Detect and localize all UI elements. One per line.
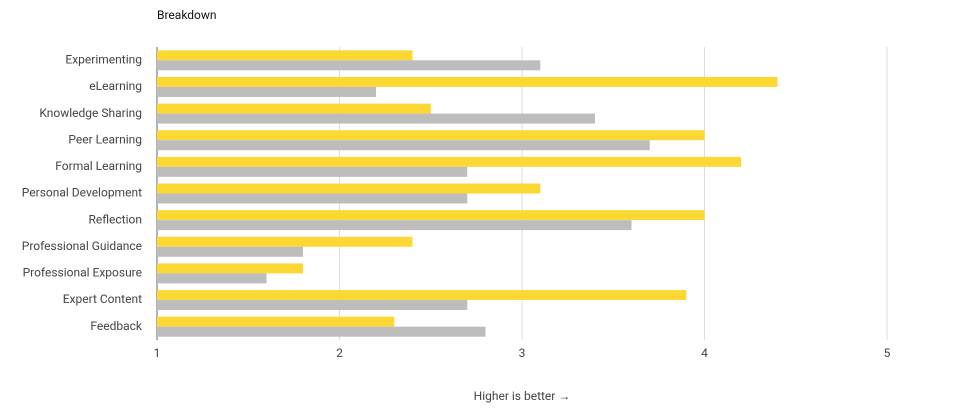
bar	[157, 130, 705, 141]
chart-title: Breakdown	[157, 8, 217, 22]
y-tick-label: Knowledge Sharing	[39, 106, 142, 120]
bar	[157, 140, 650, 151]
y-tick-label: Experimenting	[65, 52, 142, 66]
y-tick-label: Professional Guidance	[22, 239, 142, 253]
bar	[157, 166, 468, 177]
bar	[157, 50, 413, 61]
y-tick-label: eLearning	[89, 79, 142, 93]
x-tick-label: 5	[884, 346, 891, 360]
bar	[157, 193, 468, 204]
bar	[157, 273, 267, 284]
bar	[157, 60, 541, 71]
y-tick-label: Professional Exposure	[23, 266, 142, 280]
bar	[157, 316, 395, 327]
bar	[157, 246, 303, 257]
bar	[157, 156, 741, 167]
y-tick-label: Feedback	[90, 319, 143, 333]
y-tick-label: Expert Content	[63, 292, 142, 306]
y-tick-label: Reflection	[88, 212, 142, 226]
x-tick-label: 1	[154, 346, 161, 360]
x-tick-label: 4	[701, 346, 708, 360]
bar	[157, 86, 376, 97]
bar	[157, 220, 632, 231]
bar	[157, 113, 595, 124]
bar	[157, 103, 431, 114]
bar	[157, 290, 687, 301]
bar	[157, 300, 468, 311]
bar	[157, 236, 413, 247]
y-tick-label: Personal Development	[22, 186, 142, 200]
y-tick-label: Peer Learning	[68, 132, 142, 146]
x-axis-label: Higher is better →	[474, 389, 571, 403]
bar	[157, 183, 541, 194]
bar	[157, 76, 778, 87]
y-tick-label: Formal Learning	[55, 159, 142, 173]
x-tick-label: 2	[336, 346, 343, 360]
bar	[157, 326, 486, 337]
bar	[157, 263, 303, 274]
x-tick-label: 3	[519, 346, 526, 360]
bar	[157, 210, 705, 221]
